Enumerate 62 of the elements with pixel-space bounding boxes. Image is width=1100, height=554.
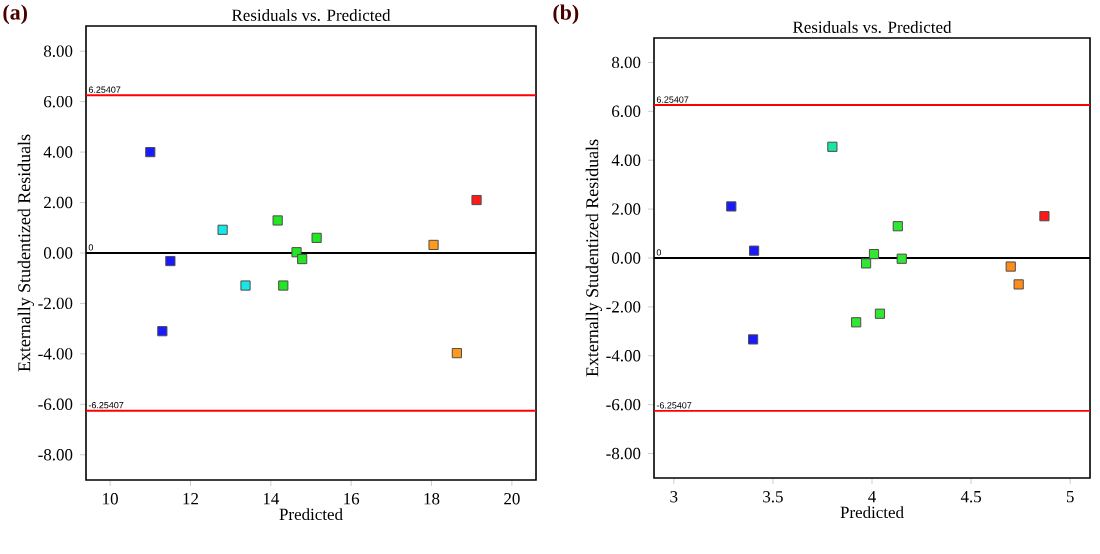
chart-title: Residuals vs. Predicted (232, 9, 391, 21)
y-tick-label: 8.00 (611, 56, 641, 69)
x-tick-label: 16 (344, 493, 360, 505)
point (278, 280, 289, 291)
x-axis-title: Predicted (279, 508, 343, 521)
x-tick-label: 5 (1066, 491, 1074, 503)
point (896, 253, 907, 264)
point (874, 308, 886, 319)
x-tick-label: 12 (183, 493, 198, 505)
y-tick-label: -8.00 (38, 449, 73, 461)
y-tick-label: -8.00 (606, 447, 641, 460)
x-tick-label: 14 (263, 493, 280, 505)
x-tick-label: 4 (868, 491, 876, 503)
point (860, 258, 872, 269)
x-tick-label: 20 (504, 493, 520, 505)
x-tick-label: 3 (670, 491, 678, 503)
x-tick-label: 18 (424, 493, 440, 505)
y-tick-label: -4.00 (38, 348, 73, 360)
y-axis-title: Externally Studentized Residuals (585, 139, 603, 377)
point (726, 201, 737, 212)
point (1013, 279, 1024, 290)
point (868, 248, 880, 260)
y-tick-label: -6.00 (38, 398, 73, 411)
y-tick-label: 0.00 (43, 247, 73, 259)
y-tick-label: 4.00 (611, 154, 641, 166)
y-tick-label: -4.00 (606, 350, 641, 362)
point (428, 239, 439, 251)
chart-title: Residuals vs. Predicted (793, 21, 952, 34)
point (851, 317, 862, 328)
x-axis-title: Predicted (840, 506, 904, 519)
y-tick-label: -6.00 (606, 398, 641, 411)
point (297, 253, 308, 265)
x-tick-label: 10 (103, 493, 118, 505)
y-tick-label: 2.00 (44, 196, 73, 209)
point (748, 245, 760, 256)
text: (b) (553, 4, 579, 25)
point (471, 194, 482, 206)
y-tick-label: -2.00 (38, 297, 73, 310)
y-axis-title: Externally Studentized Residuals (17, 134, 35, 372)
x-tick-label: 4.5 (960, 491, 982, 503)
y-tick-label: 6.00 (612, 105, 641, 118)
point (451, 348, 462, 359)
point (1005, 261, 1016, 272)
y-tick-label: 0.00 (611, 252, 641, 264)
point (145, 147, 156, 158)
y-tick-label: 8.00 (43, 45, 73, 57)
text: (a) (3, 4, 27, 25)
point (1039, 211, 1050, 222)
x-tick-label: 3.5 (763, 491, 783, 503)
y-tick-label: 4.00 (43, 146, 73, 158)
y-tick-label: -2.00 (606, 301, 641, 313)
point (827, 141, 838, 152)
point (748, 334, 759, 345)
point (892, 221, 903, 232)
point (240, 280, 251, 291)
point (272, 215, 283, 226)
point (311, 232, 322, 243)
point (157, 326, 168, 337)
point (165, 255, 176, 267)
y-tick-label: 6.00 (44, 95, 73, 108)
y-tick-label: 2.00 (612, 203, 641, 215)
point (217, 224, 228, 235)
